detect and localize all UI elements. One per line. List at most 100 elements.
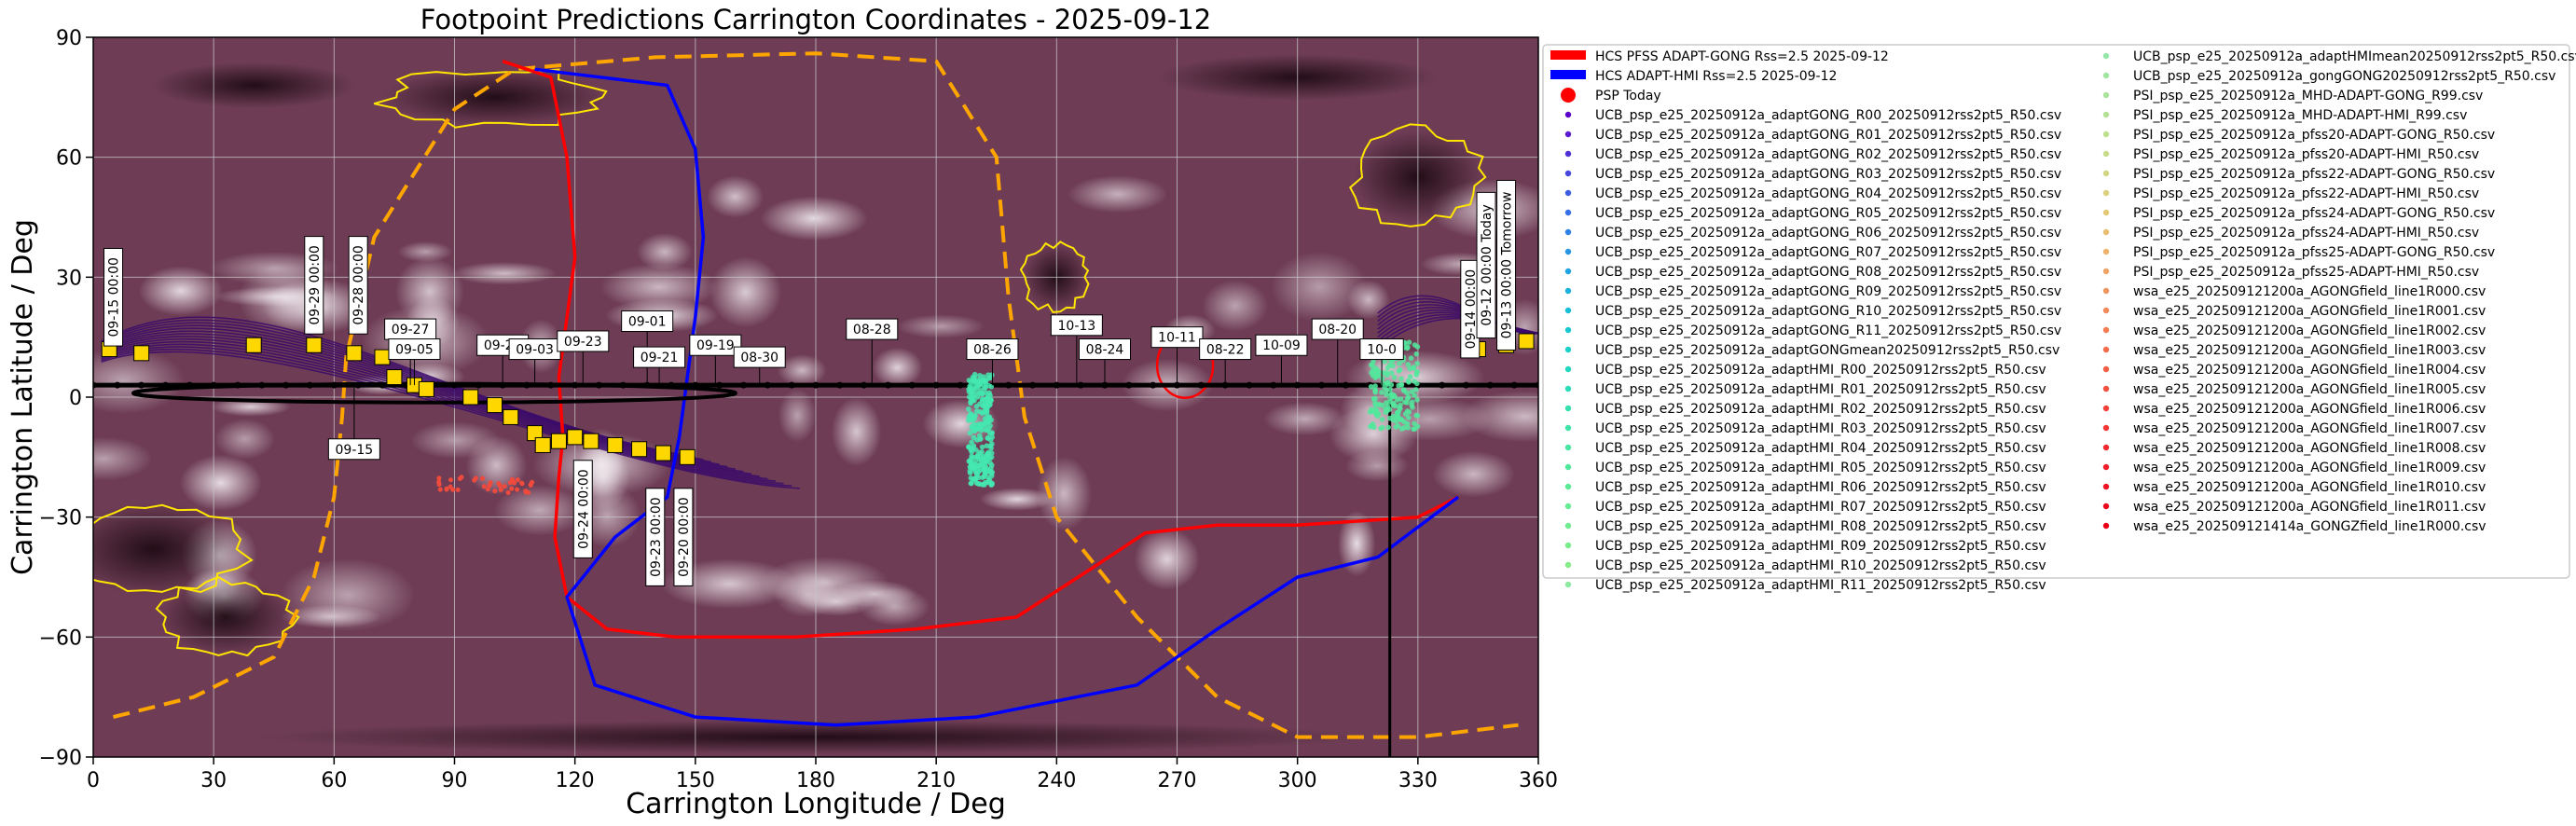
- legend-frame: [1542, 44, 2570, 579]
- date-label: 09-03: [508, 338, 561, 386]
- legend-label: PSI_psp_e25_20250912a_pfss24-ADAPT-HMI_R…: [2133, 226, 2479, 241]
- bright-region: [637, 232, 693, 271]
- footpoint-dot: [1405, 425, 1411, 431]
- footpoint-dot: [1397, 360, 1402, 366]
- legend-item: wsa_e25_202509121200a_AGONGfield_line1R0…: [2102, 480, 2486, 495]
- footpoint-dot: [1391, 375, 1398, 380]
- x-tick-label: 120: [556, 769, 595, 792]
- y-tick-label: 30: [56, 267, 82, 290]
- footpoint-dot: [1398, 417, 1404, 422]
- footpoint-dot: [1371, 395, 1377, 402]
- legend-swatch: [2102, 365, 2110, 373]
- footpoint-dot: [977, 436, 984, 442]
- footpoint-dot: [1373, 407, 1380, 414]
- legend-swatch: [1564, 326, 1572, 334]
- date-label: 09-12 00:00 Today: [1476, 191, 1496, 339]
- legend-swatch: [2102, 52, 2110, 60]
- legend-label: PSI_psp_e25_20250912a_pfss22-ADAPT-GONG_…: [2133, 167, 2495, 182]
- footpoint-dot: [1384, 372, 1390, 379]
- bright-region: [1263, 402, 1346, 436]
- date-label-text: 10-0: [1367, 343, 1397, 358]
- bright-region: [280, 604, 382, 629]
- footpoint-dot: [967, 470, 973, 475]
- legend-item: UCB_psp_e25_20250912a_adaptGONG_R04_2025…: [1564, 186, 2061, 201]
- y-tick-label: −90: [39, 747, 82, 770]
- legend-swatch: [2102, 522, 2110, 530]
- trajectory-tick: [1246, 381, 1253, 389]
- footpoint-dot: [1372, 387, 1378, 393]
- legend-label: PSI_psp_e25_20250912a_pfss22-ADAPT-HMI_R…: [2133, 186, 2479, 201]
- legend-swatch: [1564, 307, 1572, 314]
- footpoint-dot: [982, 420, 988, 425]
- footpoint-dot: [1409, 389, 1415, 395]
- legend-label: UCB_psp_e25_20250912a_adaptHMI_R00_20250…: [1595, 363, 2046, 378]
- date-label-box: [1359, 338, 1404, 361]
- legend-item: PSI_psp_e25_20250912a_pfss22-ADAPT-HMI_R…: [2102, 186, 2479, 201]
- footpoint-dot: [515, 477, 520, 483]
- legend-item: UCB_psp_e25_20250912a_adaptGONG_R01_2025…: [1564, 128, 2061, 143]
- footpoint-dot: [1398, 376, 1404, 382]
- legend-swatch: [1564, 209, 1572, 216]
- legend-swatch: [1564, 502, 1572, 510]
- trajectory-tick: [957, 381, 964, 389]
- legend-label: wsa_e25_202509121200a_AGONGfield_line1R0…: [2133, 284, 2486, 299]
- psp-trajectory: [93, 381, 1538, 757]
- footpoint-dot: [970, 386, 976, 392]
- footpoint-dot: [492, 489, 498, 494]
- date-label-text: 09-21: [641, 351, 679, 365]
- date-label-text: 09-13 00:00 Tomorrow: [1500, 192, 1515, 339]
- legend-item: PSI_psp_e25_20250912a_pfss20-ADAPT-GONG_…: [2102, 128, 2495, 143]
- footpoint-dot: [980, 475, 985, 480]
- footpoint-dot: [1396, 382, 1401, 389]
- legend-label: wsa_e25_202509121200a_AGONGfield_line1R0…: [2133, 343, 2486, 358]
- legend-item: PSI_psp_e25_20250912a_pfss20-ADAPT-HMI_R…: [2102, 147, 2479, 162]
- trajectory-tick: [307, 381, 313, 389]
- footpoint-dot: [1404, 395, 1411, 402]
- footpoint-marker: [418, 380, 434, 397]
- footpoint-dot: [1408, 355, 1414, 361]
- footpoint-marker: [374, 349, 391, 365]
- legend-label: UCB_psp_e25_20250912a_adaptGONG_R07_2025…: [1595, 245, 2061, 260]
- date-label: 08-28: [846, 318, 899, 386]
- legend-item: wsa_e25_202509121200a_AGONGfield_line1R0…: [2102, 284, 2486, 299]
- trajectory-tick: [619, 381, 627, 389]
- footpoint-dot: [1374, 413, 1381, 419]
- footpoint-dot: [1401, 388, 1407, 393]
- legend-swatch: [1564, 483, 1572, 490]
- date-label-text: 10-09: [1262, 338, 1301, 353]
- legend-swatch: [2102, 502, 2110, 510]
- footpoint-dot: [984, 407, 990, 414]
- date-label-text: 09-27: [392, 323, 430, 337]
- trajectory-tick: [932, 381, 940, 389]
- legend-label: wsa_e25_202509121200a_AGONGfield_line1R0…: [2133, 441, 2486, 456]
- legend-item: wsa_e25_202509121200a_AGONGfield_line1R0…: [2102, 421, 2486, 436]
- footpoint-marker: [679, 448, 696, 465]
- footpoint-dot: [1378, 425, 1384, 432]
- footpoint-dot: [1414, 380, 1420, 387]
- legend-label: UCB_psp_e25_20250912a_adaptHMI_R03_20250…: [1595, 421, 2046, 436]
- footpoint-dot: [1388, 381, 1395, 388]
- bright-region: [180, 454, 262, 511]
- date-label-box: [572, 460, 593, 558]
- legend-label: UCB_psp_e25_20250912a_adaptGONG_R01_2025…: [1595, 128, 2061, 143]
- legend-swatch: [2102, 91, 2110, 99]
- footpoint-dot: [436, 479, 442, 485]
- trajectory-tick: [258, 381, 266, 389]
- footpoint-dot: [1390, 413, 1397, 420]
- footpoint-dot: [989, 430, 995, 435]
- footpoint-dot: [1395, 423, 1401, 429]
- legend-swatch: [2102, 131, 2110, 138]
- date-label: 08-20: [1311, 318, 1364, 386]
- footpoint-dot: [1375, 373, 1382, 379]
- trajectory-tick: [186, 381, 193, 389]
- footpoint-dot: [455, 487, 461, 492]
- footpoint-dot: [473, 475, 478, 481]
- footpoint-dot: [1398, 406, 1403, 412]
- contour-line: [93, 503, 254, 594]
- footpoint-dot: [1413, 351, 1420, 357]
- footpoint-dot: [437, 487, 443, 492]
- legend-label: UCB_psp_e25_20250912a_adaptHMI_R10_20250…: [1595, 558, 2046, 573]
- date-label-text: 09-03: [516, 343, 554, 358]
- footpoint-dot: [481, 484, 487, 489]
- bright-region: [832, 580, 917, 608]
